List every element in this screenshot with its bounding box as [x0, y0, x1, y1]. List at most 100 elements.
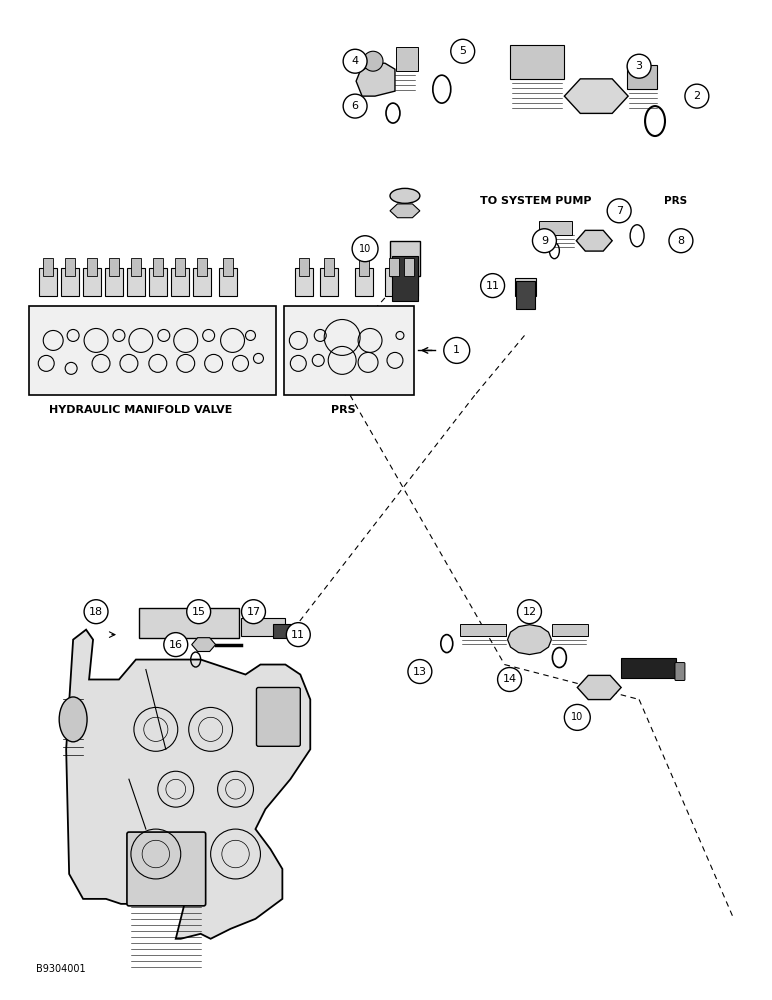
FancyBboxPatch shape	[400, 268, 418, 296]
Text: 17: 17	[246, 607, 260, 617]
FancyBboxPatch shape	[273, 624, 291, 638]
Text: 10: 10	[571, 712, 584, 722]
Polygon shape	[66, 630, 310, 939]
Text: PRS: PRS	[331, 405, 355, 415]
FancyBboxPatch shape	[320, 268, 338, 296]
Circle shape	[481, 274, 505, 298]
Circle shape	[363, 51, 383, 71]
Text: TO SYSTEM PUMP: TO SYSTEM PUMP	[479, 196, 591, 206]
FancyBboxPatch shape	[222, 258, 232, 276]
Text: 18: 18	[89, 607, 103, 617]
Circle shape	[564, 704, 591, 730]
Text: PRS: PRS	[664, 196, 687, 206]
FancyBboxPatch shape	[256, 687, 300, 746]
Circle shape	[344, 49, 367, 73]
FancyBboxPatch shape	[197, 258, 207, 276]
FancyBboxPatch shape	[460, 624, 506, 636]
Text: 10: 10	[359, 244, 371, 254]
FancyBboxPatch shape	[127, 268, 145, 296]
FancyBboxPatch shape	[61, 268, 79, 296]
Circle shape	[685, 84, 709, 108]
FancyBboxPatch shape	[514, 278, 537, 296]
FancyBboxPatch shape	[83, 268, 101, 296]
FancyBboxPatch shape	[174, 258, 185, 276]
FancyBboxPatch shape	[621, 658, 676, 678]
Text: 5: 5	[459, 46, 466, 56]
FancyBboxPatch shape	[516, 281, 536, 309]
FancyBboxPatch shape	[127, 832, 205, 906]
Circle shape	[408, 660, 432, 683]
FancyBboxPatch shape	[404, 258, 414, 276]
FancyBboxPatch shape	[300, 258, 310, 276]
FancyBboxPatch shape	[324, 258, 334, 276]
Polygon shape	[356, 63, 395, 96]
Circle shape	[344, 94, 367, 118]
FancyBboxPatch shape	[131, 258, 141, 276]
FancyBboxPatch shape	[296, 268, 313, 296]
Text: 16: 16	[169, 640, 183, 650]
Text: 8: 8	[677, 236, 685, 246]
FancyBboxPatch shape	[359, 258, 369, 276]
Polygon shape	[577, 230, 612, 251]
FancyBboxPatch shape	[355, 268, 373, 296]
Text: 1: 1	[453, 345, 460, 355]
FancyBboxPatch shape	[392, 256, 418, 301]
Circle shape	[498, 668, 522, 691]
FancyBboxPatch shape	[284, 306, 414, 395]
Polygon shape	[191, 638, 215, 652]
Text: 3: 3	[635, 61, 642, 71]
Text: 13: 13	[413, 667, 427, 677]
Text: 12: 12	[523, 607, 537, 617]
FancyBboxPatch shape	[553, 624, 588, 636]
Text: 2: 2	[693, 91, 700, 101]
FancyBboxPatch shape	[139, 608, 239, 638]
FancyBboxPatch shape	[627, 65, 657, 89]
FancyBboxPatch shape	[149, 268, 167, 296]
FancyBboxPatch shape	[193, 268, 211, 296]
FancyBboxPatch shape	[29, 306, 276, 395]
Ellipse shape	[390, 188, 420, 203]
Text: 11: 11	[291, 630, 305, 640]
FancyBboxPatch shape	[171, 268, 188, 296]
Polygon shape	[390, 204, 420, 218]
Circle shape	[187, 600, 211, 624]
FancyBboxPatch shape	[241, 618, 286, 636]
Text: 4: 4	[351, 56, 359, 66]
Polygon shape	[507, 625, 551, 655]
Text: 6: 6	[351, 101, 359, 111]
Text: 7: 7	[615, 206, 623, 216]
FancyBboxPatch shape	[109, 258, 119, 276]
Circle shape	[286, 623, 310, 647]
FancyBboxPatch shape	[87, 258, 97, 276]
Circle shape	[517, 600, 541, 624]
Circle shape	[352, 236, 378, 262]
FancyBboxPatch shape	[105, 268, 123, 296]
Circle shape	[84, 600, 108, 624]
FancyBboxPatch shape	[43, 258, 53, 276]
FancyBboxPatch shape	[385, 268, 403, 296]
Polygon shape	[577, 675, 621, 700]
Text: B9304001: B9304001	[36, 964, 86, 974]
Text: 15: 15	[191, 607, 205, 617]
Circle shape	[451, 39, 475, 63]
FancyBboxPatch shape	[65, 258, 75, 276]
Text: 11: 11	[486, 281, 499, 291]
FancyBboxPatch shape	[218, 268, 236, 296]
FancyBboxPatch shape	[39, 268, 57, 296]
FancyBboxPatch shape	[540, 221, 572, 235]
FancyBboxPatch shape	[675, 663, 685, 680]
Circle shape	[627, 54, 651, 78]
Polygon shape	[564, 79, 628, 113]
FancyBboxPatch shape	[389, 258, 399, 276]
Circle shape	[444, 337, 469, 363]
Text: 9: 9	[541, 236, 548, 246]
Circle shape	[608, 199, 631, 223]
Ellipse shape	[59, 697, 87, 742]
Circle shape	[533, 229, 557, 253]
FancyBboxPatch shape	[153, 258, 163, 276]
Circle shape	[164, 633, 188, 657]
Text: HYDRAULIC MANIFOLD VALVE: HYDRAULIC MANIFOLD VALVE	[49, 405, 232, 415]
FancyBboxPatch shape	[390, 241, 420, 276]
FancyBboxPatch shape	[396, 47, 418, 71]
FancyBboxPatch shape	[510, 45, 564, 79]
